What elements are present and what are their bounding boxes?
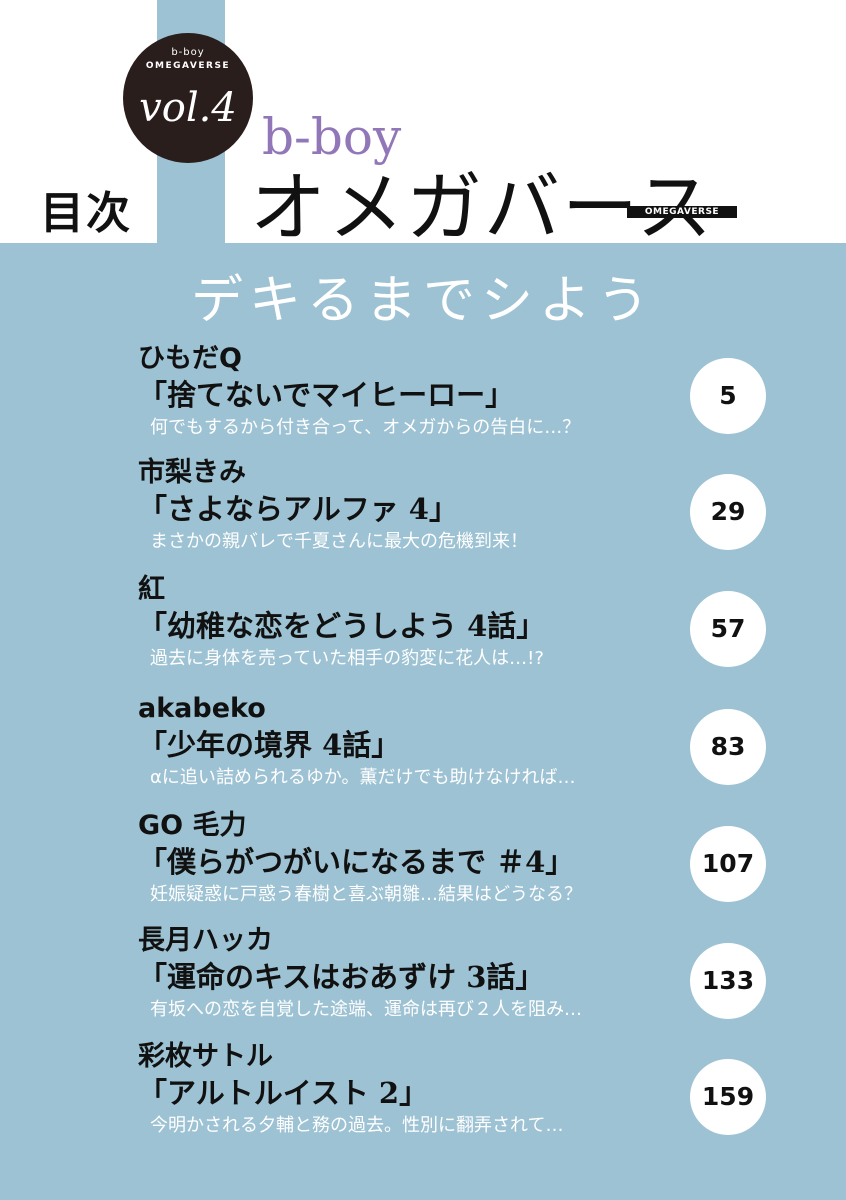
entry-description: 有坂への恋を自覚した途端、運命は再び２人を阻み…	[150, 999, 582, 1020]
toc-entry[interactable]: 彩枚サトル 「アルトルイスト 2」 今明かされる夕輔と務の過去。性別に翻弄されて…	[138, 1041, 698, 1139]
page-number-badge[interactable]: 159	[690, 1059, 766, 1135]
page-number-badge[interactable]: 133	[690, 943, 766, 1019]
entry-title[interactable]: 「僕らがつがいになるまで ＃4」	[138, 845, 575, 879]
entry-title[interactable]: 「アルトルイスト 2」	[138, 1076, 429, 1110]
entry-description: αに追い詰められるゆか。薫だけでも助けなければ…	[150, 767, 576, 788]
toc-entry[interactable]: 紅 「幼稚な恋をどうしよう 4話」 過去に身体を売っていた相手の豹変に花人は…!…	[138, 574, 698, 672]
page-number-badge[interactable]: 83	[690, 709, 766, 785]
page-number-badge[interactable]: 5	[690, 358, 766, 434]
toc-entry[interactable]: 長月ハッカ 「運命のキスはおあずけ 3話」 有坂への恋を自覚した途端、運命は再び…	[138, 925, 698, 1023]
magazine-title: オメガバース	[250, 163, 715, 252]
toc-entry[interactable]: akabeko 「少年の境界 4話」 αに追い詰められるゆか。薫だけでも助けなけ…	[138, 693, 698, 791]
entry-title[interactable]: 「少年の境界 4話」	[138, 728, 401, 762]
toc-entry[interactable]: 市梨きみ 「さよならアルファ 4」 まさかの親バレで千夏さんに最大の危機到来！	[138, 457, 698, 555]
entry-title[interactable]: 「さよならアルファ 4」	[138, 492, 458, 526]
toc-label: 目次	[40, 188, 132, 239]
badge-volume: vol.4	[139, 85, 237, 131]
entry-author: 彩枚サトル	[138, 1041, 273, 1072]
entry-description: 今明かされる夕輔と務の過去。性別に翻弄されて…	[150, 1115, 564, 1136]
entry-description: 妊娠疑惑に戸惑う春樹と喜ぶ朝雛…結果はどうなる？	[150, 884, 582, 905]
entry-author: ひもだQ	[138, 343, 242, 374]
badge-series: OMEGAVERSE	[145, 61, 231, 71]
volume-badge: b-boy OMEGAVERSE vol.4	[123, 33, 253, 163]
entry-author: 市梨きみ	[138, 457, 246, 488]
brand-logo-text: b-boy	[262, 108, 402, 166]
badge-brand: b-boy	[171, 47, 205, 58]
entry-description: まさかの親バレで千夏さんに最大の危機到来！	[150, 531, 528, 552]
page-number-badge[interactable]: 29	[690, 474, 766, 550]
entry-author: akabeko	[138, 693, 266, 724]
issue-subtitle: デキるまでシよう	[190, 271, 655, 331]
title-tag: OMEGAVERSE	[627, 206, 737, 218]
header-right-panel	[225, 200, 846, 243]
entry-author: 紅	[138, 574, 165, 605]
entry-title[interactable]: 「幼稚な恋をどうしよう 4話」	[138, 609, 546, 643]
entry-description: 何でもするから付き合って、オメガからの告白に…？	[150, 417, 581, 438]
entry-author: GO 毛力	[138, 810, 247, 841]
page-number-badge[interactable]: 107	[690, 826, 766, 902]
toc-entry[interactable]: GO 毛力 「僕らがつがいになるまで ＃4」 妊娠疑惑に戸惑う春樹と喜ぶ朝雛…結…	[138, 810, 698, 908]
toc-entry[interactable]: ひもだQ 「捨てないでマイヒーロー」 何でもするから付き合って、オメガからの告白…	[138, 343, 698, 441]
page-number-badge[interactable]: 57	[690, 591, 766, 667]
header-left-panel	[0, 200, 157, 243]
entry-author: 長月ハッカ	[138, 925, 273, 956]
entry-description: 過去に身体を売っていた相手の豹変に花人は…!?	[150, 648, 544, 669]
entry-title[interactable]: 「捨てないでマイヒーロー」	[138, 378, 515, 412]
entry-title[interactable]: 「運命のキスはおあずけ 3話」	[138, 960, 545, 994]
